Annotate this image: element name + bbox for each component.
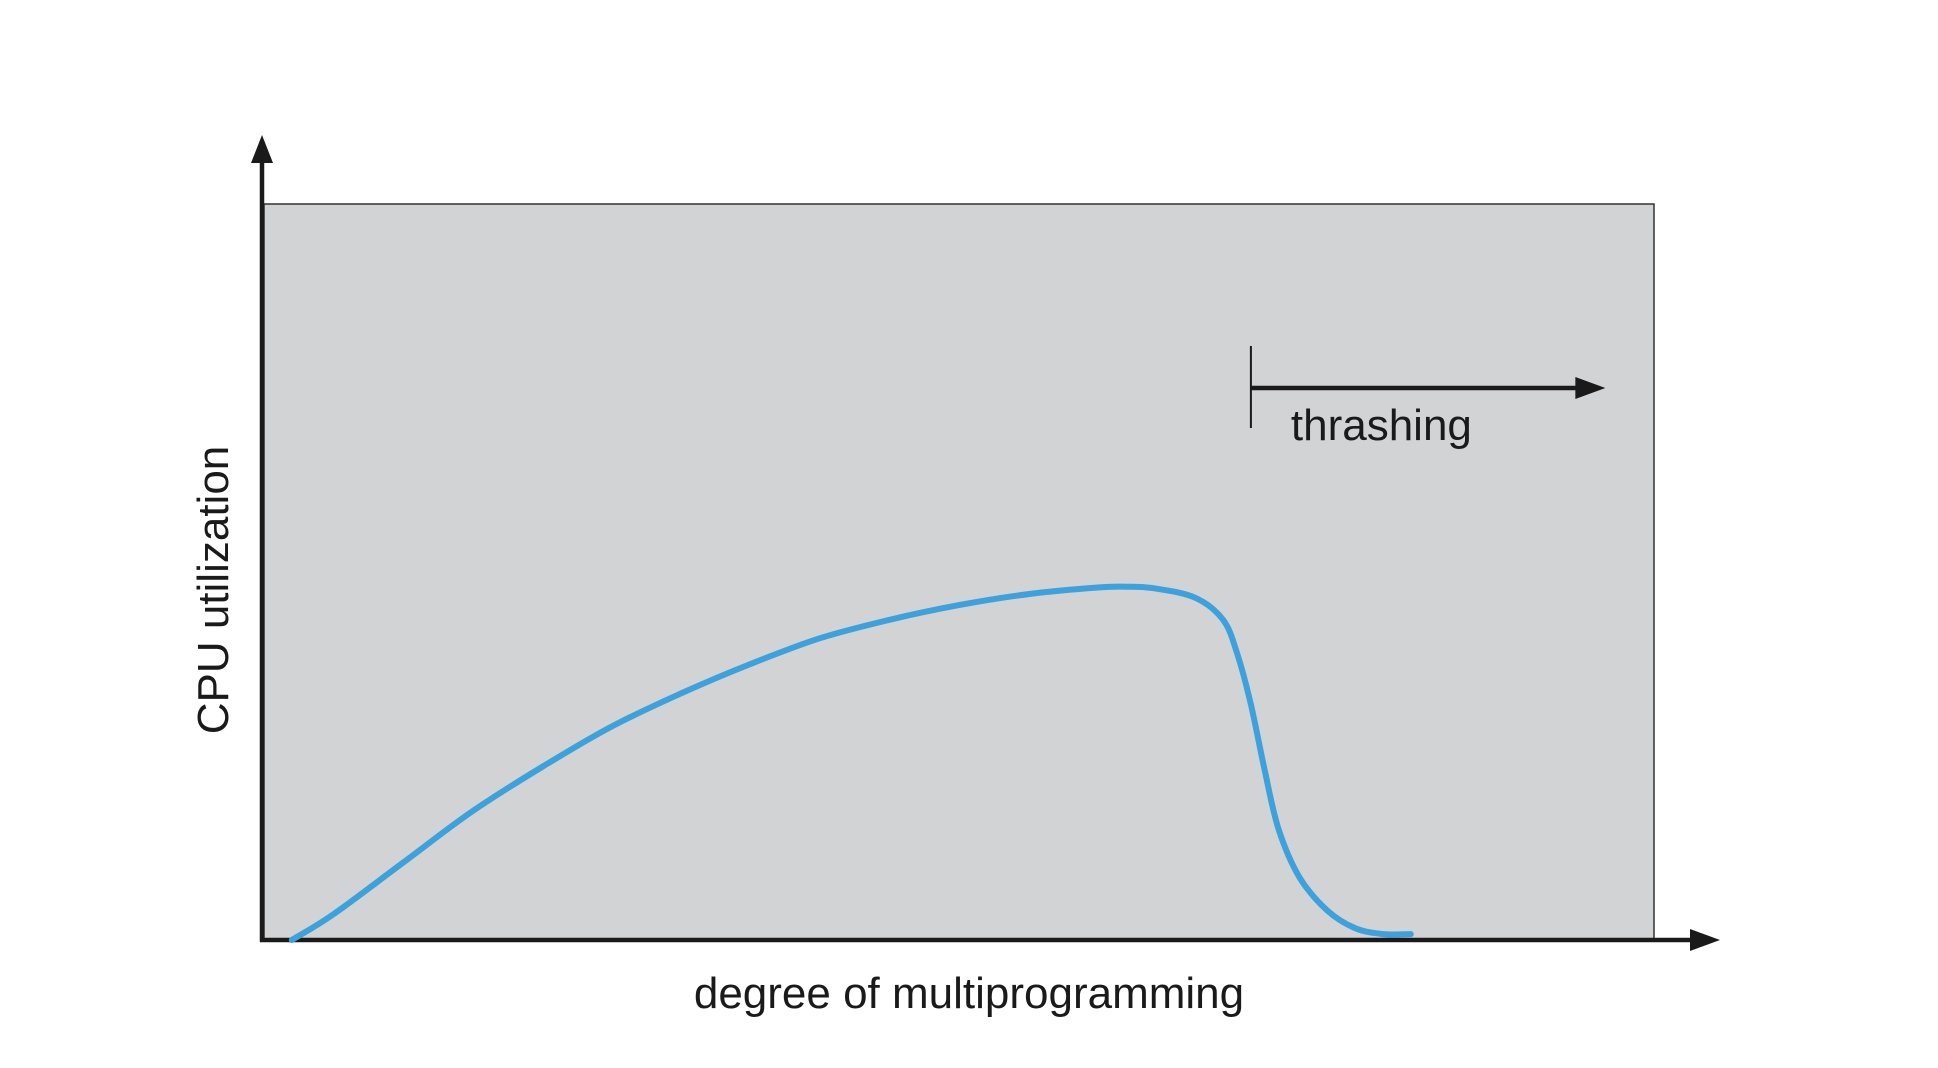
plot-area — [251, 135, 1720, 951]
thrashing-arrowhead — [1575, 377, 1606, 399]
plot-background — [263, 203, 1655, 941]
cpu-utilization-curve — [288, 583, 1414, 943]
thrashing-annotation-label: thrashing — [1291, 401, 1472, 450]
x-axis-arrowhead — [1690, 929, 1720, 951]
x-axis-label: degree of multiprogramming — [694, 969, 1244, 1018]
y-axis-arrowhead — [251, 135, 273, 163]
y-axis-label: CPU utilization — [189, 446, 238, 735]
